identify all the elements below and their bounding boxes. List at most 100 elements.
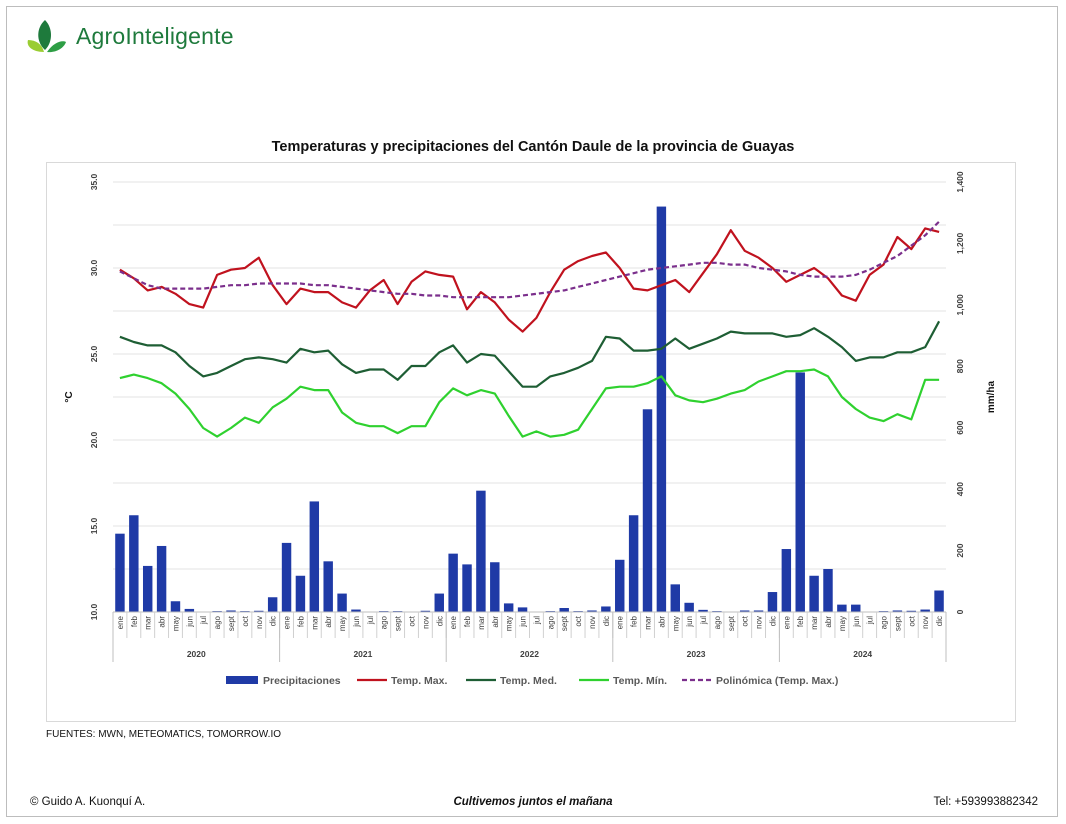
precip-bar xyxy=(615,559,625,612)
precip-bar xyxy=(309,501,320,612)
precip-bar xyxy=(837,604,847,612)
y-right-tick-label: 600 xyxy=(955,420,965,434)
x-month-label: nov xyxy=(588,616,597,629)
precip-bar xyxy=(906,610,917,612)
x-month-label: mar xyxy=(310,616,319,630)
y-right-tick-label: 400 xyxy=(955,482,965,496)
x-month-label: ago xyxy=(713,615,722,629)
x-month-label: jun xyxy=(185,616,194,628)
x-month-label: abr xyxy=(824,616,833,628)
x-month-label: mar xyxy=(810,616,819,630)
precip-bar xyxy=(781,549,792,612)
y-left-axis-title: °C xyxy=(64,391,75,402)
legend-label: Temp. Med. xyxy=(500,675,557,687)
precip-bar xyxy=(351,609,361,612)
x-month-label: jun xyxy=(352,616,361,628)
x-month-label: sept xyxy=(227,615,236,631)
x-month-label: ene xyxy=(116,615,125,629)
y-right-tick-label: 1,000 xyxy=(955,294,965,316)
x-month-label: ene xyxy=(283,615,292,629)
y-right-tick-label: 0 xyxy=(955,609,965,614)
x-month-label: oct xyxy=(241,615,250,626)
x-year-label: 2024 xyxy=(853,649,872,659)
precip-bar xyxy=(156,545,167,612)
x-month-label: sept xyxy=(893,615,902,631)
x-month-label: sept xyxy=(727,615,736,631)
precip-bar xyxy=(490,562,500,612)
x-month-label: nov xyxy=(421,616,430,629)
legend-label: Temp. Max. xyxy=(391,675,447,687)
precip-bar xyxy=(823,569,833,612)
x-year-label: 2023 xyxy=(687,649,706,659)
x-month-label: jul xyxy=(199,616,208,625)
precip-bar xyxy=(337,593,347,612)
precip-bar xyxy=(170,601,181,612)
x-month-label: jul xyxy=(532,616,541,625)
x-month-label: abr xyxy=(657,616,666,628)
precip-bar xyxy=(448,553,458,612)
series-line-temp-max- xyxy=(119,227,940,333)
y-left-tick-label: 25.0 xyxy=(89,345,99,362)
precip-bar xyxy=(559,608,569,612)
x-month-label: ene xyxy=(782,615,791,629)
chart-title: Temperaturas y precipitaciones del Cantó… xyxy=(271,139,795,155)
x-month-label: nov xyxy=(255,616,264,629)
legend-swatch-precipitaciones xyxy=(226,676,258,684)
y-right-tick-label: 1,200 xyxy=(955,233,965,255)
x-month-label: jul xyxy=(866,616,875,625)
sources-note: FUENTES: MWN, METEOMATICS, TOMORROW.IO xyxy=(46,729,281,740)
x-month-label: may xyxy=(505,616,514,631)
precip-bar xyxy=(920,609,930,612)
x-month-label: feb xyxy=(463,615,472,627)
x-month-label: jun xyxy=(519,616,528,628)
trend-line-polynomial xyxy=(119,220,940,299)
x-month-label: ago xyxy=(213,615,222,629)
x-month-label: oct xyxy=(407,615,416,626)
x-month-label: may xyxy=(171,616,180,631)
brand-name: AgroInteligente xyxy=(76,22,234,49)
precip-bar xyxy=(767,592,778,612)
legend-label: Polinómica (Temp. Max.) xyxy=(716,675,838,687)
x-month-label: ago xyxy=(380,615,389,629)
x-month-label: jun xyxy=(852,616,861,628)
brand-header: AgroInteligente xyxy=(26,16,234,56)
x-month-label: dic xyxy=(269,616,278,626)
precip-bar xyxy=(142,565,153,612)
x-year-label: 2021 xyxy=(353,649,372,659)
precip-bar xyxy=(739,610,750,612)
page-frame xyxy=(6,6,1058,817)
x-year-label: 2020 xyxy=(187,649,206,659)
precip-bar xyxy=(434,593,444,612)
x-month-label: ago xyxy=(546,615,555,629)
y-right-tick-label: 800 xyxy=(955,359,965,373)
precip-bar xyxy=(587,610,597,612)
y-left-tick-label: 35.0 xyxy=(89,173,99,190)
precip-bar xyxy=(420,610,431,612)
x-month-label: jun xyxy=(685,616,694,628)
x-month-label: feb xyxy=(130,615,139,627)
precip-bar xyxy=(601,606,611,612)
x-month-label: ene xyxy=(449,615,458,629)
footer-copyright: © Guido A. Kuonquí A. xyxy=(30,796,146,808)
x-month-label: jul xyxy=(366,616,375,625)
x-month-label: may xyxy=(838,616,847,631)
x-month-label: ago xyxy=(880,615,889,629)
precip-bar xyxy=(281,542,292,612)
series-line-temp-m-n- xyxy=(119,368,940,438)
footer-slogan: Cultivemos juntos el mañana xyxy=(453,796,613,808)
x-month-label: oct xyxy=(574,615,583,626)
x-month-label: abr xyxy=(491,616,500,628)
y-right-tick-label: 1,400 xyxy=(955,171,965,193)
precip-bar xyxy=(851,604,861,612)
precip-bar xyxy=(129,515,139,612)
x-year-label: 2022 xyxy=(520,649,539,659)
precip-bar xyxy=(753,610,764,612)
precip-bar xyxy=(115,533,125,612)
x-month-label: mar xyxy=(644,616,653,630)
precip-bar xyxy=(184,608,195,612)
x-month-label: nov xyxy=(755,616,764,629)
x-month-label: mar xyxy=(477,616,486,630)
y-left-tick-label: 20.0 xyxy=(89,431,99,448)
precip-bar xyxy=(795,372,805,612)
x-month-label: jul xyxy=(699,616,708,625)
